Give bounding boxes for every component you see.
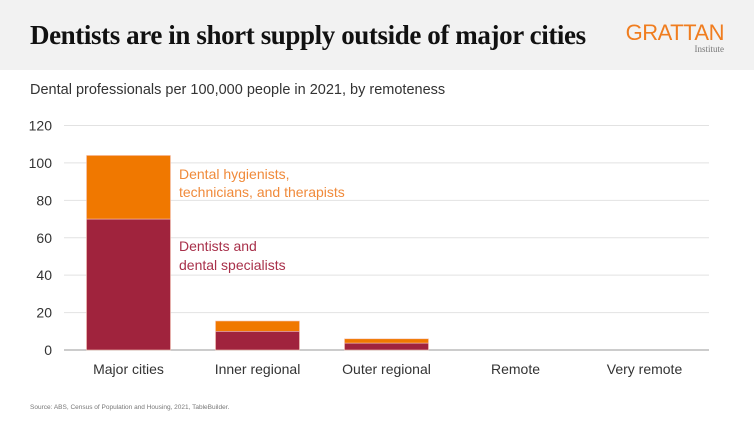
y-axis-tick-labels: 0 20 40 60 80 100 120: [29, 118, 53, 359]
logo-name: GRATTAN: [625, 20, 725, 45]
chart-subtitle: Dental professionals per 100,000 people …: [30, 82, 446, 98]
logo-subname: Institute: [694, 44, 725, 54]
chart-title: Dentists are in short supply outside of …: [30, 20, 586, 50]
x-tick-label: Major cities: [93, 361, 164, 377]
x-axis-tick-labels: Major cities Inner regional Outer regional…: [93, 361, 682, 377]
series-label-line: Dentists and: [179, 238, 257, 254]
y-tick-label: 80: [36, 192, 52, 208]
y-tick-label: 120: [29, 118, 53, 134]
series-label-hygienists: Dental hygienists, technicians, and thera…: [179, 166, 345, 200]
bar-segment-dentists: [344, 342, 429, 351]
bar-segment-dentists: [215, 330, 300, 351]
x-tick-label: Remote: [491, 361, 540, 377]
y-tick-label: 20: [36, 305, 52, 321]
series-label-dentists: Dentists and dental specialists: [179, 238, 286, 273]
series-label-line: Dental hygienists,: [179, 166, 290, 182]
bar-segment-dentists: [86, 218, 171, 351]
bar-segment-hygienists: [344, 338, 429, 344]
bar-segment-hygienists: [86, 155, 171, 220]
y-tick-label: 0: [44, 342, 52, 358]
source-note: Source: ABS, Census of Population and Ho…: [30, 404, 230, 411]
series-label-line: technicians, and therapists: [179, 184, 345, 200]
y-tick-label: 100: [29, 155, 53, 171]
y-tick-label: 60: [36, 230, 52, 246]
chart-plot: 0 20 40 60 80 100 120 Major cities Inner region…: [29, 118, 709, 377]
x-tick-label: Very remote: [607, 361, 683, 377]
y-tick-label: 40: [36, 267, 52, 283]
series-labels: Dentists and dental specialists Dental hyg…: [179, 166, 345, 273]
x-tick-label: Inner regional: [215, 361, 301, 377]
grattan-logo: GRATTAN Institute: [625, 20, 725, 55]
series-label-line: dental specialists: [179, 257, 286, 273]
bar-segment-hygienists: [215, 320, 300, 332]
x-tick-label: Outer regional: [342, 361, 431, 377]
header-band: Dentists are in short supply outside of …: [0, 0, 754, 70]
bars: [86, 155, 429, 351]
